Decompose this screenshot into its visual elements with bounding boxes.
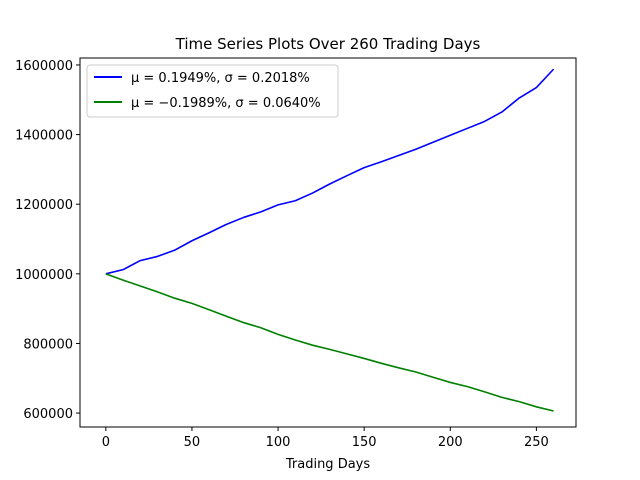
plot-area — [80, 58, 576, 427]
x-axis-ticks: 0 50 100 150 200 250 — [102, 427, 549, 450]
y-tick-label: 1600000 — [15, 59, 73, 74]
y-tick-label: 1200000 — [15, 198, 73, 213]
x-tick-label: 50 — [184, 435, 201, 450]
x-tick-label: 100 — [266, 435, 291, 450]
x-tick-label: 200 — [438, 435, 463, 450]
series-line-2 — [105, 273, 554, 412]
x-tick-label: 250 — [524, 435, 549, 450]
legend-box — [86, 64, 339, 118]
y-axis-ticks: 600000 800000 1000000 1200000 1400000 1600000 — [15, 59, 80, 422]
legend: μ = 0.1949%, σ = 0.2018% μ = −0.1989%, σ… — [86, 64, 339, 118]
x-axis-label: Trading Days — [285, 457, 370, 472]
y-tick-label: 800000 — [23, 337, 73, 352]
series-line-1 — [105, 68, 555, 275]
x-tick-label: 150 — [352, 435, 377, 450]
legend-label-series-2: μ = −0.1989%, σ = 0.0640% — [131, 96, 321, 111]
legend-label-series-1: μ = 0.1949%, σ = 0.2018% — [131, 71, 310, 86]
y-tick-label: 1000000 — [15, 268, 73, 283]
plot-frame — [79, 57, 577, 428]
chart-title: Time Series Plots Over 260 Trading Days — [175, 35, 481, 53]
y-tick-label: 1400000 — [15, 129, 73, 144]
series-layer — [105, 68, 555, 412]
x-tick-label: 0 — [102, 435, 110, 450]
y-tick-label: 600000 — [23, 407, 73, 422]
